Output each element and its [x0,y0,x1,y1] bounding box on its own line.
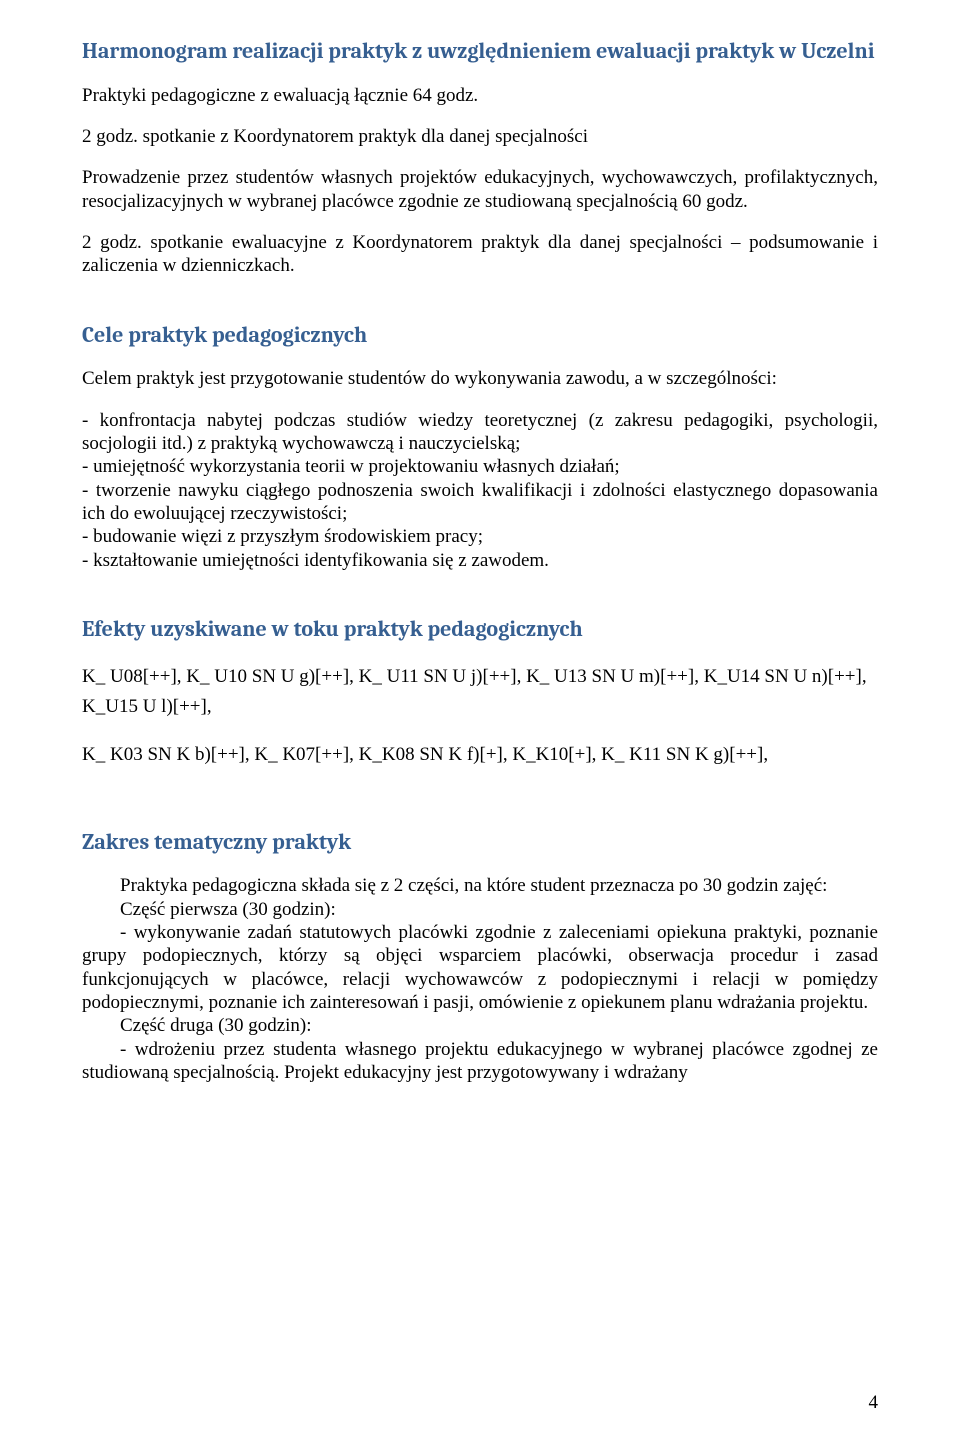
paragraph-list: - konfrontacja nabytej podczas studiów w… [82,409,878,573]
heading-cele: Cele praktyk pedagogicznych [82,322,878,350]
document-page: Harmonogram realizacji praktyk z uwzględ… [0,0,960,1442]
paragraph: - wykonywanie zadań statutowych placówki… [82,921,878,1014]
paragraph: 2 godz. spotkanie ewaluacyjne z Koordyna… [82,231,878,278]
paragraph: Praktyki pedagogiczne z ewaluacją łączni… [82,84,878,107]
heading-efekty: Efekty uzyskiwane w toku praktyk pedagog… [82,616,878,644]
page-number: 4 [869,1392,879,1414]
paragraph: Celem praktyk jest przygotowanie student… [82,367,878,390]
paragraph: - wdrożeniu przez studenta własnego proj… [82,1038,878,1085]
heading-harmonogram: Harmonogram realizacji praktyk z uwzględ… [82,38,878,66]
effect-codes-k: K_ K03 SN K b)[++], K_ K07[++], K_K08 SN… [82,740,878,770]
heading-zakres: Zakres tematyczny praktyk [82,829,878,857]
paragraph: 2 godz. spotkanie z Koordynatorem prakty… [82,125,878,148]
paragraph: Część pierwsza (30 godzin): [82,898,878,921]
paragraph: Część druga (30 godzin): [82,1014,878,1037]
paragraph: Praktyka pedagogiczna składa się z 2 czę… [82,874,878,897]
paragraph: Prowadzenie przez studentów własnych pro… [82,166,878,213]
effect-codes-u: K_ U08[++], K_ U10 SN U g)[++], K_ U11 S… [82,662,878,723]
